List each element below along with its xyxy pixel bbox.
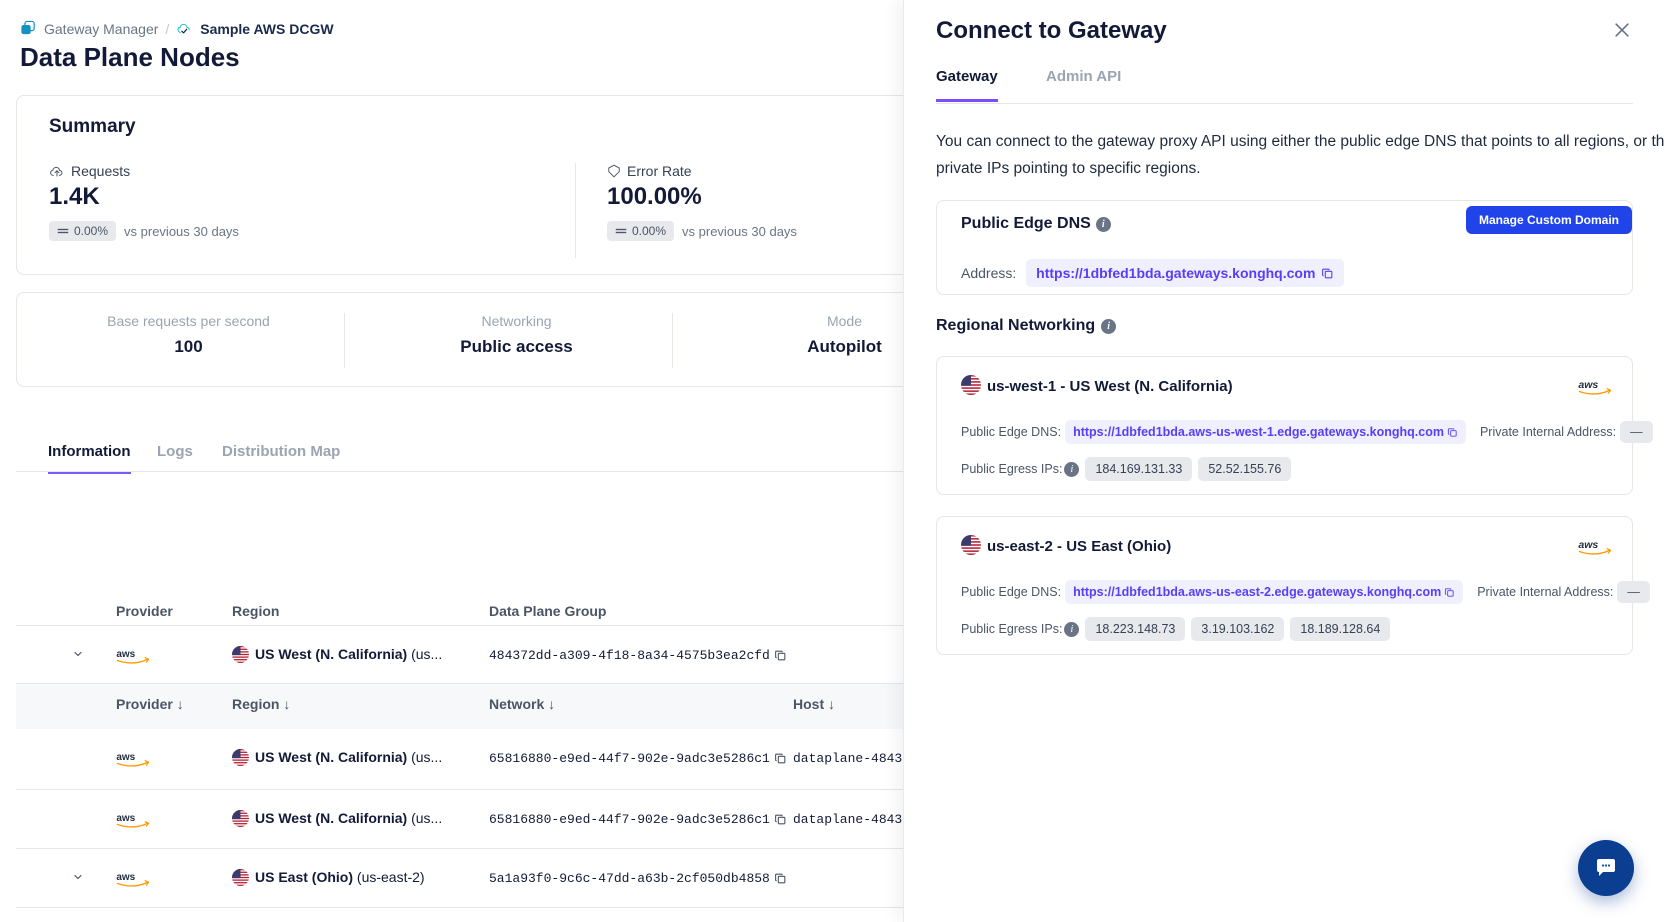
svg-text:aws: aws bbox=[116, 813, 135, 824]
svg-text:aws: aws bbox=[116, 649, 135, 660]
svg-text:aws: aws bbox=[1578, 379, 1598, 391]
svg-text:aws: aws bbox=[116, 872, 135, 883]
svg-text:aws: aws bbox=[116, 752, 135, 763]
svg-text:aws: aws bbox=[1578, 539, 1598, 551]
